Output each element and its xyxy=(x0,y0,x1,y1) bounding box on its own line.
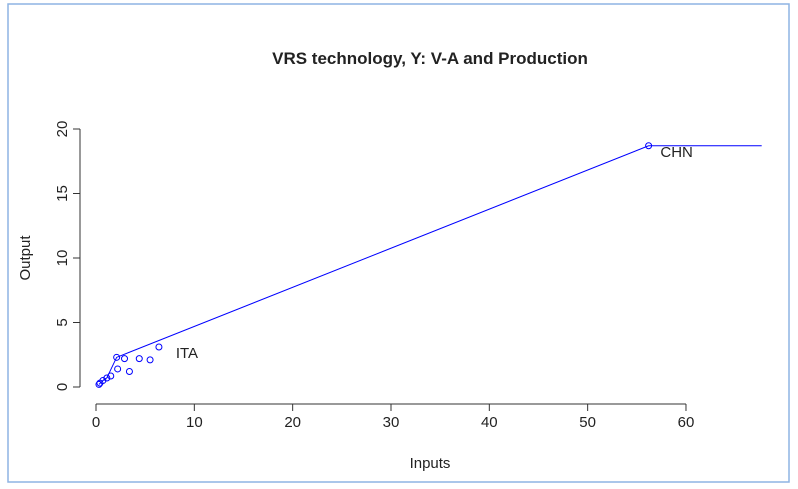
y-tick-label: 5 xyxy=(54,318,71,326)
point xyxy=(146,356,154,364)
point xyxy=(135,355,143,363)
point xyxy=(107,372,115,380)
y-tick-label: 0 xyxy=(54,383,71,391)
x-tick-label: 0 xyxy=(92,414,100,431)
y-axis-label: Output xyxy=(17,235,34,281)
point xyxy=(103,374,111,382)
chart-title: VRS technology, Y: V-A and Production xyxy=(272,49,588,68)
x-tick-label: 40 xyxy=(481,414,498,431)
x-tick-label: 10 xyxy=(186,414,203,431)
x-tick-label: 50 xyxy=(579,414,596,431)
point xyxy=(155,343,163,351)
y-tick-label: 20 xyxy=(54,121,71,138)
x-tick-label: 30 xyxy=(383,414,400,431)
point xyxy=(645,142,653,150)
point xyxy=(114,365,122,373)
x-axis-label: Inputs xyxy=(410,455,451,472)
point xyxy=(125,368,133,376)
y-tick-label: 15 xyxy=(54,185,71,202)
point xyxy=(121,355,129,363)
x-tick-label: 60 xyxy=(678,414,695,431)
frame xyxy=(7,3,790,483)
point xyxy=(95,380,103,388)
frontier-line xyxy=(98,145,762,385)
point-label: ITA xyxy=(176,345,198,362)
point-label: CHN xyxy=(660,144,693,161)
point xyxy=(113,353,121,361)
x-tick-label: 20 xyxy=(284,414,301,431)
y-tick-label: 10 xyxy=(54,250,71,267)
